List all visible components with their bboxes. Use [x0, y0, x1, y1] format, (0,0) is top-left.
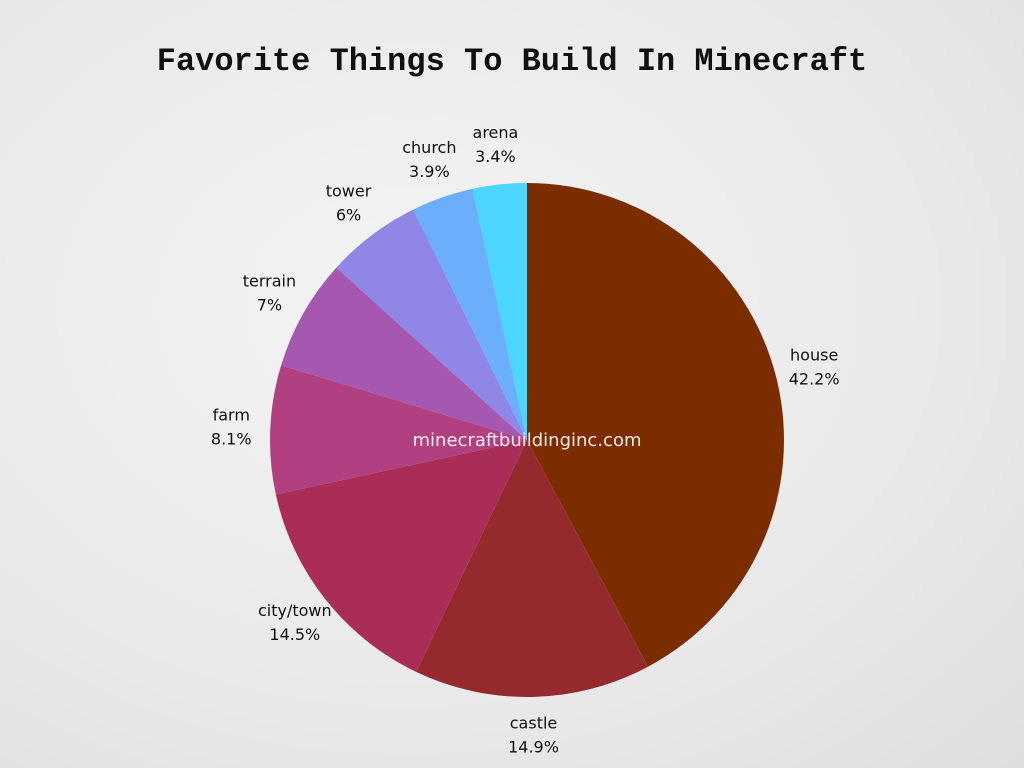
- pie-slice: [281, 267, 527, 440]
- slice-value-label: 14.9%: [508, 737, 559, 756]
- pie-slice: [336, 209, 527, 440]
- slice-label: castle: [510, 713, 558, 732]
- slice-label: tower: [326, 181, 372, 200]
- pie-slice: [275, 440, 527, 672]
- pie-slice: [416, 440, 648, 697]
- slice-label: house: [790, 346, 838, 365]
- slice-label: arena: [473, 123, 519, 142]
- slice-label: church: [402, 138, 456, 157]
- pie-slice: [413, 188, 527, 440]
- slice-label: city/town: [258, 601, 332, 620]
- slice-value-label: 6%: [336, 205, 361, 224]
- chart-title: Favorite Things To Build In Minecraft: [157, 43, 868, 80]
- pie-slice: [472, 183, 527, 440]
- slice-value-label: 8.1%: [211, 429, 252, 448]
- slice-value-label: 3.4%: [475, 147, 516, 166]
- pie: [270, 183, 784, 697]
- slice-value-label: 42.2%: [789, 370, 840, 389]
- slice-value-label: 7%: [257, 296, 282, 315]
- slice-value-label: 3.9%: [409, 162, 450, 181]
- watermark: minecraftbuildinginc.com: [413, 430, 642, 451]
- pie-slice: [270, 365, 527, 495]
- slice-label: farm: [213, 405, 250, 424]
- slice-label: terrain: [243, 272, 296, 291]
- pie-slice: [527, 183, 784, 667]
- slice-value-label: 14.5%: [269, 625, 320, 644]
